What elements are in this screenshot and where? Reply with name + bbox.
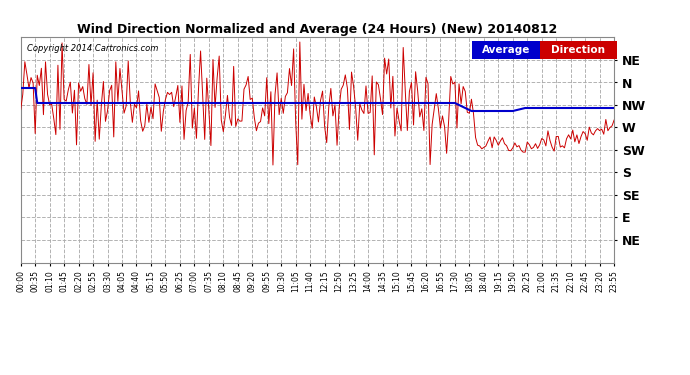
FancyBboxPatch shape	[540, 41, 617, 59]
Text: Average: Average	[482, 45, 530, 55]
Text: Copyright 2014 Cartronics.com: Copyright 2014 Cartronics.com	[27, 44, 158, 53]
Title: Wind Direction Normalized and Average (24 Hours) (New) 20140812: Wind Direction Normalized and Average (2…	[77, 23, 558, 36]
FancyBboxPatch shape	[472, 41, 540, 59]
Text: Direction: Direction	[551, 45, 606, 55]
